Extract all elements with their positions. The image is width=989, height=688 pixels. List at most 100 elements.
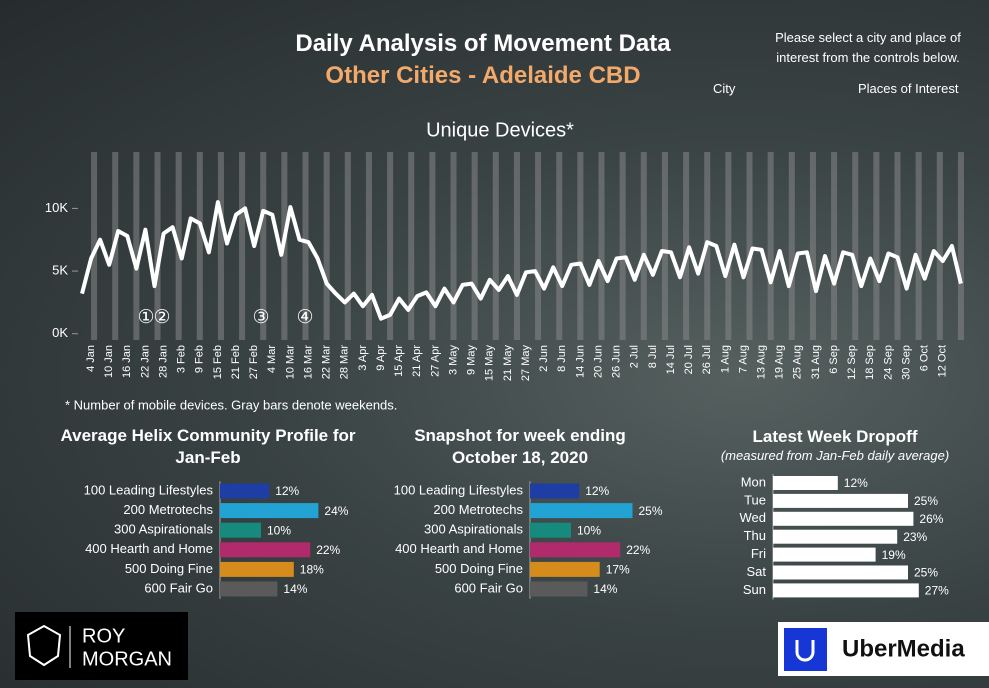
chart-title: Snapshot for week ending October 18, 202…	[414, 426, 626, 467]
bar	[220, 503, 319, 519]
x-tick-label: 21 Feb	[230, 345, 242, 379]
value-label: 23%	[903, 530, 927, 544]
category-label: 600 Fair Go	[144, 580, 213, 595]
weekend-bar	[661, 152, 668, 340]
weekend-bar	[556, 152, 563, 340]
y-tick-label: 0K	[52, 325, 68, 340]
page-title: Daily Analysis of Movement Data	[295, 30, 671, 57]
x-tick-label: 9 Apr	[375, 345, 387, 371]
category-label: Tue	[744, 492, 766, 507]
category-label: Thu	[744, 528, 766, 543]
weekend-bar	[365, 152, 372, 340]
bar	[220, 561, 294, 577]
value-label: 12%	[585, 484, 609, 498]
control-label[interactable]: City	[713, 81, 736, 96]
weekend-bar	[852, 152, 859, 340]
x-tick-label: 4 Jan	[85, 345, 97, 372]
page-subtitle: Other Cities - Adelaide CBD	[325, 62, 641, 89]
weekend-bar	[873, 152, 880, 340]
value-label: 18%	[300, 563, 324, 577]
logo-text: ROY	[82, 625, 125, 647]
category-label: 100 Leading Lifestyles	[394, 482, 524, 497]
instruction: Please select a city and place of intere…	[775, 30, 961, 65]
bar	[773, 565, 908, 580]
value-label: 12%	[275, 484, 299, 498]
weekend-bar	[429, 152, 436, 340]
category-label: 400 Hearth and Home	[85, 541, 213, 556]
category-label: 100 Leading Lifestyles	[84, 482, 214, 497]
value-label: 14%	[283, 582, 307, 596]
value-label: 22%	[316, 543, 340, 557]
bar	[773, 583, 919, 598]
bar	[530, 581, 588, 597]
x-tick-label: 8 Jul	[647, 345, 659, 368]
x-tick-label: 26 Jul	[701, 345, 713, 374]
x-tick-label: 16 Jan	[121, 345, 133, 378]
weekend-bar	[387, 152, 394, 340]
roy-morgan-logo-box	[15, 612, 188, 680]
x-tick-label: 22 Jan	[139, 345, 151, 378]
x-tick-label: 27 May	[520, 345, 532, 382]
chart-title: Unique Devices*	[426, 119, 574, 141]
value-label: 10%	[267, 523, 291, 537]
category-label: Sat	[746, 564, 766, 579]
bar	[773, 547, 876, 562]
x-tick-label: 15 Feb	[212, 345, 224, 379]
x-tick-label: 19 Aug	[774, 345, 786, 379]
footnote: * Number of mobile devices. Gray bars de…	[65, 397, 397, 412]
weekend-bar	[767, 152, 774, 340]
value-label: 22%	[626, 543, 650, 557]
weekend-bar	[831, 152, 838, 340]
bar	[773, 511, 914, 526]
x-tick-label: 7 Aug	[737, 345, 749, 373]
x-tick-label: 30 Sep	[900, 345, 912, 380]
x-tick-label: 6 Oct	[919, 345, 931, 371]
logo-text: MORGAN	[82, 648, 172, 670]
x-tick-label: 1 Aug	[719, 345, 731, 373]
value-label: 17%	[606, 563, 630, 577]
category-label: 600 Fair Go	[454, 580, 523, 595]
x-tick-label: 20 Jul	[683, 345, 695, 374]
weekend-bar	[936, 152, 943, 340]
x-tick-label: 22 Mar	[321, 345, 333, 380]
bar	[220, 581, 278, 597]
weekend-bar	[619, 152, 626, 340]
x-tick-label: 26 Jun	[611, 345, 623, 378]
value-label: 14%	[593, 582, 617, 596]
category-label: Mon	[741, 474, 766, 489]
category-label: Wed	[740, 510, 767, 525]
line	[80, 200, 963, 321]
bar	[530, 542, 621, 558]
weekend-bar	[535, 152, 542, 340]
x-tick-label: 3 Apr	[357, 345, 369, 371]
category-label: 200 Metrotechs	[433, 502, 523, 517]
roy-morgan-icon	[26, 624, 62, 667]
bar	[530, 483, 580, 499]
x-tick-label: 12 Oct	[937, 345, 949, 377]
x-tick-label: 16 Mar	[302, 345, 314, 380]
x-tick-label: 24 Sep	[882, 345, 894, 380]
annotation: ④	[296, 307, 313, 328]
weekend-bar	[683, 152, 690, 340]
chart-title: Average Helix Community Profile for Jan-…	[60, 426, 356, 467]
value-label: 25%	[914, 494, 938, 508]
x-tick-label: 28 Jan	[157, 345, 169, 378]
x-tick-label: 2 Jun	[538, 345, 550, 372]
weekend-bar	[492, 152, 499, 340]
x-tick-label: 28 Mar	[339, 345, 351, 380]
logo-text: UberMedia	[842, 635, 965, 662]
category-label: 500 Doing Fine	[125, 561, 213, 576]
control-label[interactable]: Places of Interest	[858, 81, 959, 96]
annotation: ②	[153, 307, 170, 328]
weekend-bar	[133, 152, 140, 340]
value-label: 10%	[577, 523, 601, 537]
category-label: Sun	[743, 582, 766, 597]
x-tick-label: 21 Apr	[411, 345, 423, 377]
weekend-bar	[725, 152, 732, 340]
weekend-bar	[513, 152, 520, 340]
x-tick-label: 25 Aug	[792, 345, 804, 379]
category-label: 300 Aspirationals	[424, 522, 524, 537]
bar	[773, 476, 838, 490]
category-label: 500 Doing Fine	[435, 561, 523, 576]
